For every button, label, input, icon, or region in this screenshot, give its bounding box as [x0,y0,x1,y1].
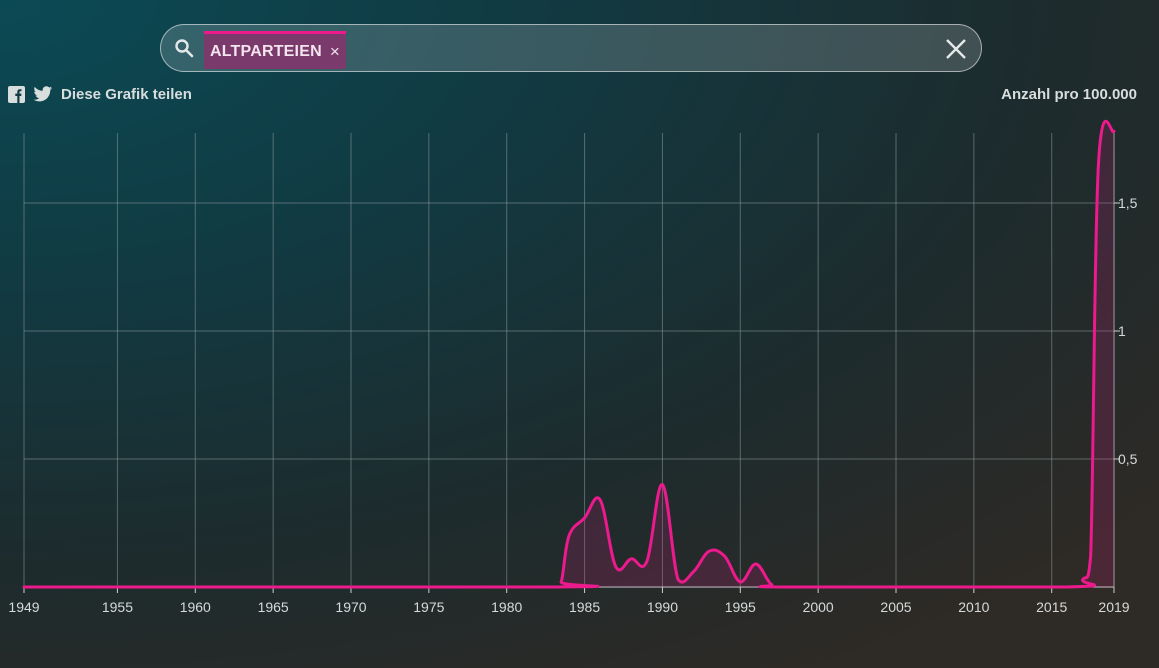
y-tick-label: 1,5 [1118,195,1138,211]
x-tick-label: 2010 [958,599,989,615]
chip-remove-button[interactable]: × [329,42,340,61]
x-tick-label: 1965 [258,599,289,615]
share-label[interactable]: Diese Grafik teilen [61,86,192,103]
search-icon[interactable] [174,38,194,58]
x-tick-label: 1990 [647,599,678,615]
series-line [22,119,1116,589]
x-tick-label: 2015 [1036,599,1067,615]
twitter-icon[interactable] [33,86,53,103]
x-tick-label: 1960 [180,599,211,615]
facebook-icon[interactable] [8,86,25,103]
x-tick-label: 1985 [569,599,600,615]
x-tick-label: 1970 [335,599,366,615]
search-chip[interactable]: ALTPARTEIEN × [204,31,346,69]
x-tick-label: 1955 [102,599,133,615]
series-area [24,121,1114,587]
share-row: Diese Grafik teilen [8,86,192,103]
y-tick-label: 0,5 [1118,451,1138,467]
y-tick-label: 1 [1118,323,1126,339]
x-tick-label: 1980 [491,599,522,615]
x-tick-label: 2000 [803,599,834,615]
close-icon[interactable] [945,38,967,60]
chip-label: ALTPARTEIEN [210,42,322,60]
x-tick-label: 2005 [880,599,911,615]
x-tick-label: 1995 [725,599,756,615]
unit-label: Anzahl pro 100.000 [1001,86,1137,103]
x-tick-label: 1975 [413,599,444,615]
search-bar[interactable]: ALTPARTEIEN × [160,24,982,72]
x-tick-label: 2019 [1098,599,1129,615]
x-tick-label: 1949 [8,599,39,615]
